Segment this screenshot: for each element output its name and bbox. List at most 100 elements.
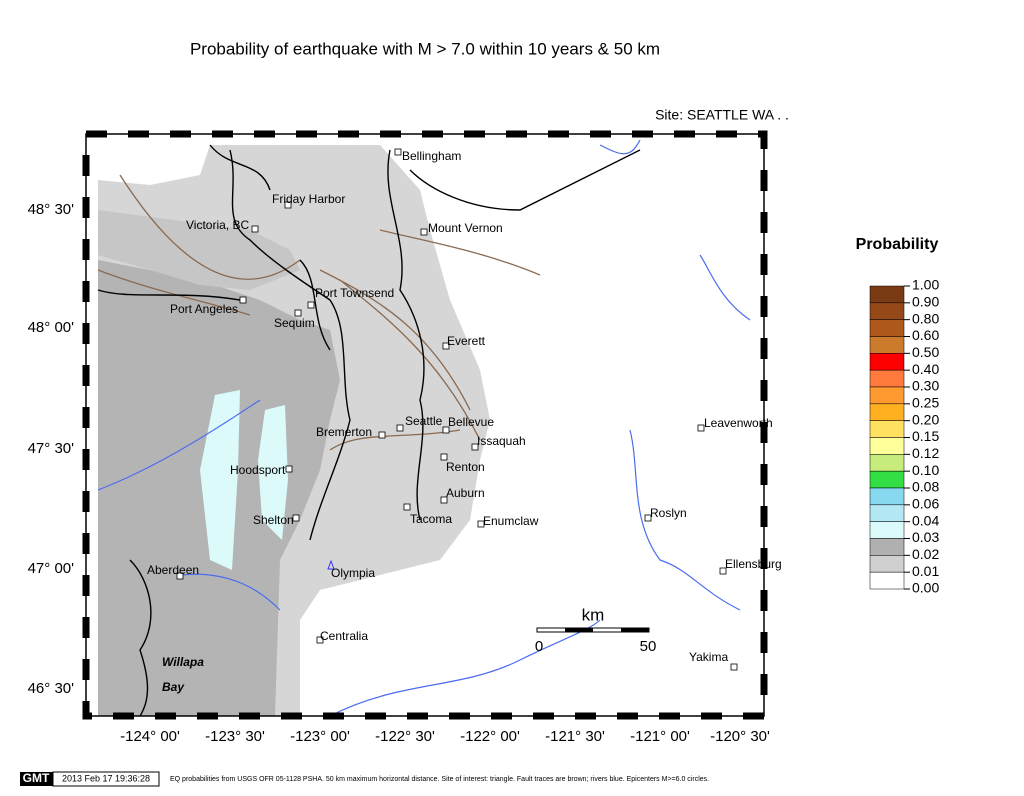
lat-tick-label: 47° 00' xyxy=(28,560,75,577)
gmt-logo-box xyxy=(20,772,53,786)
legend-label: 0.40 xyxy=(912,361,939,377)
city-label: Everett xyxy=(447,334,486,348)
scale-end: 50 xyxy=(640,638,657,655)
city-label: Bay xyxy=(162,680,185,694)
legend-swatch xyxy=(869,336,905,354)
city-label: Ellensburg xyxy=(725,557,782,571)
legend-swatch xyxy=(869,302,905,320)
legend-label: 0.10 xyxy=(912,462,939,478)
city-marker xyxy=(442,342,450,350)
legend-label: 0.03 xyxy=(912,529,939,545)
lon-tick-label: -121° 30' xyxy=(545,728,605,745)
legend-swatch xyxy=(869,403,905,421)
city-label: Enumclaw xyxy=(483,514,539,528)
legend-label: 1.00 xyxy=(912,277,939,293)
legend-label: 0.25 xyxy=(912,395,939,411)
legend-swatch xyxy=(869,487,905,506)
legend-label: 0.30 xyxy=(912,378,939,394)
city-label: Centralia xyxy=(320,629,368,643)
city-label: Friday Harbor xyxy=(272,192,345,206)
city-marker xyxy=(440,496,448,504)
scale-unit: km xyxy=(582,605,605,624)
city-label: Olympia xyxy=(331,566,375,580)
scale-bar-segment xyxy=(565,628,593,632)
lon-tick-label: -122° 00' xyxy=(460,728,520,745)
legend-swatch xyxy=(869,571,905,590)
city-marker xyxy=(378,431,386,439)
city-marker xyxy=(316,636,324,644)
legend-label: 0.04 xyxy=(912,512,939,528)
city-marker xyxy=(394,148,402,156)
city-marker xyxy=(719,567,727,575)
city-marker xyxy=(251,225,259,233)
legend-label: 0.00 xyxy=(912,580,939,596)
city-label: Auburn xyxy=(446,486,485,500)
city-label: Seattle xyxy=(405,414,443,428)
lat-tick-label: 48° 30' xyxy=(28,201,75,218)
legend-swatch xyxy=(869,521,905,539)
legend-swatch xyxy=(869,420,905,438)
city-label: Bremerton xyxy=(316,425,372,439)
city-label: Renton xyxy=(446,460,485,474)
city-label: Aberdeen xyxy=(147,563,199,577)
city-marker xyxy=(644,514,652,522)
city-marker xyxy=(403,503,411,511)
city-marker xyxy=(477,520,485,528)
timestamp: 2013 Feb 17 19:36:28 xyxy=(62,773,150,783)
city-marker xyxy=(176,572,184,580)
legend-swatch xyxy=(869,386,905,405)
caption: EQ probabilities from USGS OFR 05-1128 P… xyxy=(170,776,709,783)
city-label: Tacoma xyxy=(410,512,452,526)
lon-tick-label: -124° 00' xyxy=(120,728,180,745)
legend-swatch xyxy=(869,454,905,472)
city-label: Leavenworth xyxy=(704,416,773,430)
city-marker xyxy=(307,301,315,309)
site-label: Site: SEATTLE WA . . xyxy=(655,107,789,123)
legend-swatch xyxy=(869,319,905,337)
legend-label: 0.15 xyxy=(912,428,939,444)
legend-swatch xyxy=(869,369,905,388)
city-label: Willapa xyxy=(162,655,204,669)
legend-swatch xyxy=(869,353,905,371)
city-marker xyxy=(292,514,300,522)
legend-label: 0.80 xyxy=(912,310,939,326)
city-label: Roslyn xyxy=(650,506,687,520)
city-label: Mount Vernon xyxy=(428,221,503,235)
city-label: Bellevue xyxy=(448,415,494,429)
city-label: Issaquah xyxy=(477,434,526,448)
city-marker xyxy=(239,296,247,304)
timestamp-box xyxy=(52,771,160,787)
city-marker xyxy=(420,228,428,236)
legend-swatch xyxy=(869,504,905,522)
city-label: Sequim xyxy=(274,316,315,330)
city-marker xyxy=(396,424,404,432)
legend-swatch xyxy=(869,555,905,573)
legend-swatch xyxy=(869,470,905,489)
city-marker xyxy=(697,424,705,432)
city-label: Hoodsport xyxy=(230,463,286,477)
city-label: Bellingham xyxy=(402,149,461,163)
legend-label: 0.12 xyxy=(912,445,939,461)
city-label: Yakima xyxy=(689,650,728,664)
map-border xyxy=(82,130,768,720)
city-label: Port Townsend xyxy=(315,286,394,300)
legend-swatch xyxy=(869,538,905,556)
lon-tick-label: -121° 00' xyxy=(630,728,690,745)
legend-label: 0.20 xyxy=(912,411,939,427)
legend-label: 0.08 xyxy=(912,479,939,495)
legend-label: 0.60 xyxy=(912,327,939,343)
city-label: Victoria, BC xyxy=(186,218,249,232)
city-label: Port Angeles xyxy=(170,302,238,316)
lat-tick-label: 46° 30' xyxy=(28,680,75,697)
city-label: Shelton xyxy=(253,513,294,527)
scale-bar-segment xyxy=(621,628,649,632)
scale-start: 0 xyxy=(535,638,543,655)
legend-label: 0.01 xyxy=(912,563,939,579)
legend-label: 0.02 xyxy=(912,546,939,562)
lat-tick-label: 47° 30' xyxy=(28,440,75,457)
lat-tick-label: 48° 00' xyxy=(28,319,75,336)
city-marker xyxy=(730,663,738,671)
legend-label: 0.06 xyxy=(912,496,939,512)
city-marker xyxy=(442,426,450,434)
